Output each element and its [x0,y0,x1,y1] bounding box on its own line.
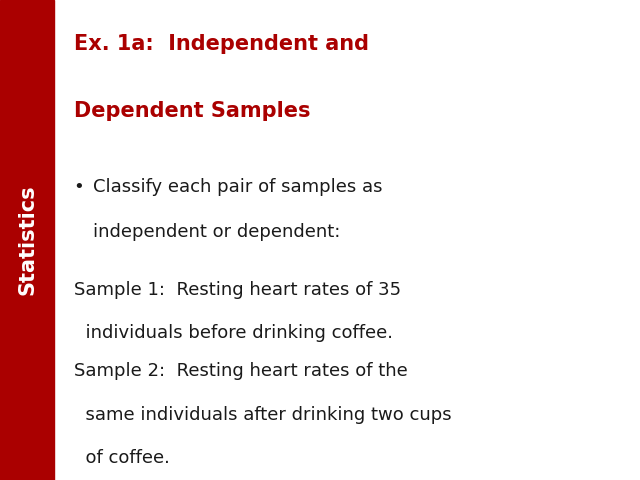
Text: •: • [74,178,84,196]
Text: Dependent Samples: Dependent Samples [74,101,310,121]
Text: individuals before drinking coffee.: individuals before drinking coffee. [74,324,392,342]
Text: Ex. 1a:  Independent and: Ex. 1a: Independent and [74,34,369,54]
Text: independent or dependent:: independent or dependent: [93,223,340,241]
Text: Sample 1:  Resting heart rates of 35: Sample 1: Resting heart rates of 35 [74,281,401,299]
Bar [0,0,54,480]
Text: Statistics: Statistics [17,185,37,295]
Text: same individuals after drinking two cups: same individuals after drinking two cups [74,406,451,423]
Text: Classify each pair of samples as: Classify each pair of samples as [93,178,382,196]
Text: Sample 2:  Resting heart rates of the: Sample 2: Resting heart rates of the [74,362,407,380]
Text: of coffee.: of coffee. [74,449,170,467]
